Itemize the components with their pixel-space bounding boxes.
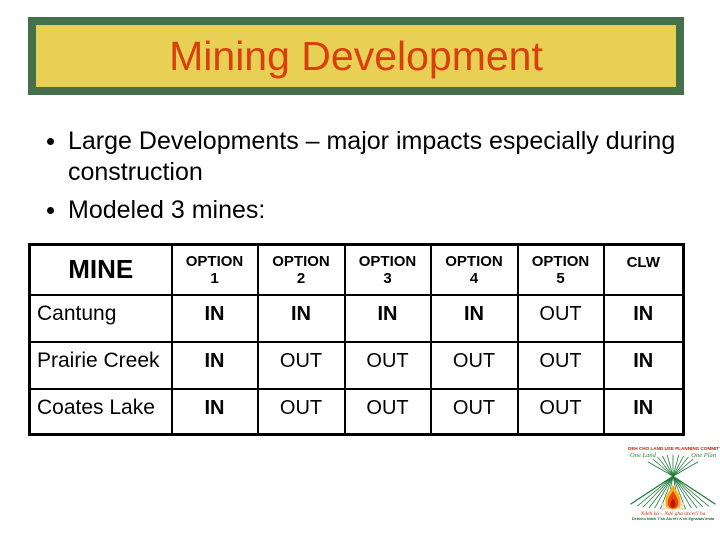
cell-value: OUT xyxy=(516,340,605,390)
logo-committee-name: DEH CHO LAND USE PLANNING COMMITTEE xyxy=(628,446,720,451)
bullet-dot-icon xyxy=(47,138,54,145)
column-header-mine: MINE xyxy=(28,243,173,296)
table-row-prairie-creek: Prairie Creek IN OUT OUT OUT OUT IN xyxy=(28,340,685,390)
cell-value: OUT xyxy=(516,387,605,436)
cell-value: IN xyxy=(429,293,519,343)
mine-options-table: MINE OPTION 1 OPTION 2 OPTION 3 OPTION 4 OPT… xyxy=(28,243,685,436)
column-header-clw: CLW xyxy=(602,243,685,296)
cell-value: IN xyxy=(602,387,685,436)
cell-value: OUT xyxy=(429,340,519,390)
title-banner: Mining Development xyxy=(28,17,684,95)
table-row-cantung: Cantung IN IN IN IN OUT IN xyxy=(28,293,685,343)
bullet-dot-icon xyxy=(47,207,54,214)
cell-value: OUT xyxy=(516,293,605,343)
bullet-item: Modeled 3 mines: xyxy=(40,195,688,226)
page-title: Mining Development xyxy=(169,32,543,79)
bullet-list: Large Developments – major impacts espec… xyxy=(40,126,688,233)
cell-value: IN xyxy=(170,293,259,343)
teepee-campfire-icon xyxy=(630,455,716,511)
cell-value: OUT xyxy=(256,340,346,390)
bullet-text: Modeled 3 mines: xyxy=(68,196,266,224)
dehcho-committee-logo: DEH CHO LAND USE PLANNING COMMITTEE One … xyxy=(628,446,720,522)
cell-value: IN xyxy=(343,293,432,343)
mine-name: Prairie Creek xyxy=(28,340,173,390)
mine-name: Cantung xyxy=(28,293,173,343)
mine-name: Coates Lake xyxy=(28,387,173,436)
cell-value: IN xyxy=(602,293,685,343)
column-header-option-1: OPTION 1 xyxy=(170,243,259,296)
cell-value: OUT xyxy=(429,387,519,436)
cell-value: OUT xyxy=(343,387,432,436)
column-header-option-3: OPTION 3 xyxy=(343,243,432,296)
cell-value: IN xyxy=(170,340,259,390)
cell-value: OUT xyxy=(256,387,346,436)
cell-value: IN xyxy=(170,387,259,436)
cell-value: IN xyxy=(602,340,685,390)
logo-motto-left: One Land xyxy=(630,452,656,459)
logo-motto-right: One Plan xyxy=(691,452,716,459)
cell-value: IN xyxy=(256,293,346,343)
bullet-item: Large Developments – major impacts espec… xyxy=(40,126,688,188)
cell-value: OUT xyxy=(343,340,432,390)
table-row-coates-lake: Coates Lake IN OUT OUT OUT OUT IN xyxy=(28,387,685,436)
column-header-option-2: OPTION 2 xyxy=(256,243,346,296)
logo-dene-name: Dehcho Ndéh T'áh Ats'et'î K'eh Eghálats'… xyxy=(631,517,715,521)
bullet-text: Large Developments – major impacts espec… xyxy=(68,127,676,186)
logo-dene-script: Ndéh ká – Ndé gha ats'et'î ha xyxy=(640,511,706,517)
logo-motto: One Land One Plan xyxy=(628,452,718,459)
table-header-row: MINE OPTION 1 OPTION 2 OPTION 3 OPTION 4 OPT… xyxy=(28,243,685,296)
column-header-option-5: OPTION 5 xyxy=(516,243,605,296)
column-header-option-4: OPTION 4 xyxy=(429,243,519,296)
